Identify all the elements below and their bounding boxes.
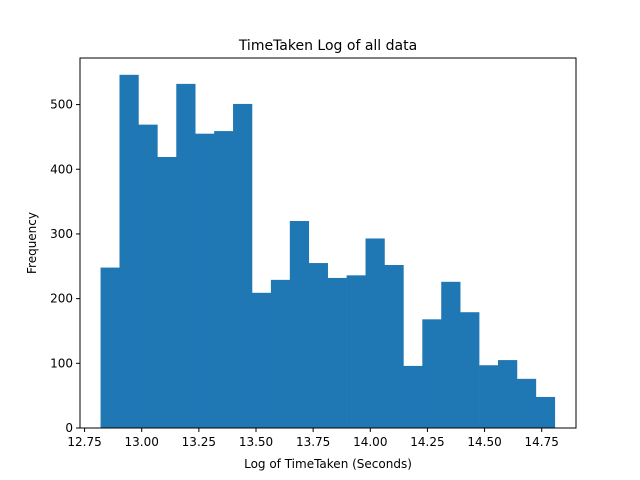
histogram-bar (100, 267, 120, 428)
x-tick-label: 13.00 (125, 435, 159, 449)
histogram-bar (138, 124, 158, 428)
plot-frame (79, 57, 577, 429)
histogram-bar (270, 279, 291, 428)
x-tick-label: 14.25 (410, 435, 444, 449)
histogram-bar (157, 156, 177, 428)
histogram-bar (327, 277, 347, 428)
x-tick-label: 14.75 (525, 435, 559, 449)
histogram-bar (233, 103, 253, 428)
histogram-bar (251, 292, 272, 428)
histogram-bar (346, 275, 366, 428)
histogram-bar (403, 365, 423, 428)
x-tick-label: 13.25 (182, 435, 216, 449)
y-axis-label: Frequency (25, 212, 39, 274)
histogram-bar (422, 319, 442, 428)
y-tick-label: 100 (50, 356, 73, 370)
histogram-bar (176, 83, 196, 429)
x-tick-label: 12.75 (67, 435, 101, 449)
y-tick-label: 500 (50, 98, 73, 112)
x-axis-ticks: 12.75 13.00 13.25 13.50 13.75 14.00 14.25 14.50… (67, 428, 559, 449)
x-tick-label: 13.50 (239, 435, 273, 449)
histogram-bar (214, 131, 234, 428)
x-tick-label: 13.75 (296, 435, 330, 449)
histogram-bar (535, 396, 556, 428)
histogram-bar (441, 281, 461, 428)
y-tick-label: 300 (50, 227, 73, 241)
histogram-bar (516, 378, 537, 428)
y-tick-label: 0 (65, 421, 73, 435)
chart-title: TimeTaken Log of all data (238, 38, 417, 54)
x-tick-label: 14.00 (353, 435, 387, 449)
y-tick-label: 200 (50, 292, 73, 306)
bars-group (100, 74, 556, 429)
histogram-bar (365, 238, 385, 428)
y-axis-ticks: 0 100 200 300 400 500 (50, 98, 80, 435)
histogram-bar (308, 263, 328, 428)
y-tick-label: 400 (50, 162, 73, 176)
x-axis-label: Log of TimeTaken (Seconds) (244, 457, 412, 471)
histogram-bar (384, 264, 404, 428)
histogram-bar (498, 360, 518, 428)
histogram-bar (119, 74, 139, 429)
x-tick-label: 14.50 (467, 435, 501, 449)
histogram-bar (195, 133, 215, 428)
histogram-bar (460, 312, 480, 428)
histogram-bar (479, 365, 499, 428)
histogram-bar (289, 221, 310, 428)
